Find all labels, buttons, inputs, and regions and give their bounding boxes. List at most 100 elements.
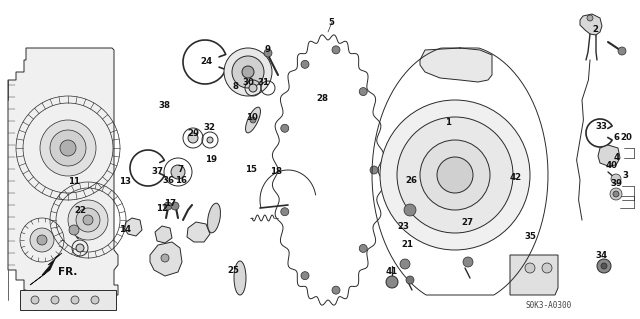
Text: 24: 24 <box>201 57 212 66</box>
Text: 11: 11 <box>68 177 80 186</box>
Circle shape <box>281 208 289 216</box>
Text: 30: 30 <box>243 78 254 87</box>
Circle shape <box>332 46 340 54</box>
Circle shape <box>171 165 185 179</box>
Text: 26: 26 <box>406 176 417 185</box>
Circle shape <box>60 140 76 156</box>
Text: 2: 2 <box>592 25 598 34</box>
Circle shape <box>31 296 39 304</box>
Circle shape <box>587 15 593 21</box>
Circle shape <box>250 117 256 123</box>
Text: 40: 40 <box>605 161 617 170</box>
Circle shape <box>525 263 535 273</box>
Circle shape <box>597 259 611 273</box>
Circle shape <box>37 235 47 245</box>
Text: 8: 8 <box>232 82 239 91</box>
Text: 23: 23 <box>397 222 409 231</box>
Circle shape <box>171 202 179 210</box>
Circle shape <box>71 296 79 304</box>
Circle shape <box>397 117 513 233</box>
Circle shape <box>386 276 398 288</box>
Circle shape <box>610 188 622 200</box>
Polygon shape <box>598 145 620 166</box>
Text: 16: 16 <box>175 176 187 185</box>
Polygon shape <box>20 290 116 310</box>
Text: 3: 3 <box>623 171 629 180</box>
Text: 10: 10 <box>246 113 257 122</box>
Text: 27: 27 <box>461 218 473 227</box>
Polygon shape <box>150 242 182 276</box>
Circle shape <box>437 157 473 193</box>
Circle shape <box>380 100 530 250</box>
Text: 22: 22 <box>74 206 86 215</box>
Circle shape <box>404 204 416 216</box>
Circle shape <box>30 228 54 252</box>
Circle shape <box>188 133 198 143</box>
Circle shape <box>301 272 309 280</box>
Circle shape <box>232 56 264 88</box>
Circle shape <box>400 259 410 269</box>
Circle shape <box>40 120 96 176</box>
Text: 41: 41 <box>386 267 397 276</box>
Ellipse shape <box>246 107 260 133</box>
Text: 37: 37 <box>152 167 163 176</box>
Text: 33: 33 <box>596 122 607 130</box>
Polygon shape <box>8 48 118 305</box>
Circle shape <box>359 244 367 252</box>
Text: S0K3-A0300: S0K3-A0300 <box>525 301 572 310</box>
Text: 14: 14 <box>120 225 131 234</box>
Text: 18: 18 <box>271 167 282 176</box>
Text: 38: 38 <box>159 101 170 110</box>
Circle shape <box>161 254 169 262</box>
Polygon shape <box>510 255 558 295</box>
Text: 6: 6 <box>613 133 620 142</box>
Circle shape <box>242 66 254 78</box>
Polygon shape <box>30 253 62 285</box>
Polygon shape <box>155 226 172 243</box>
Circle shape <box>68 200 108 240</box>
Circle shape <box>83 215 93 225</box>
Circle shape <box>91 296 99 304</box>
Polygon shape <box>124 218 142 236</box>
Text: 31: 31 <box>258 78 269 87</box>
Circle shape <box>51 296 59 304</box>
Ellipse shape <box>207 203 220 233</box>
Text: 21: 21 <box>402 241 413 249</box>
Text: 13: 13 <box>119 177 131 186</box>
Circle shape <box>69 225 79 235</box>
Text: 36: 36 <box>163 176 174 185</box>
Text: 5: 5 <box>328 19 335 27</box>
Circle shape <box>611 174 621 184</box>
Circle shape <box>618 47 626 55</box>
Text: 34: 34 <box>596 251 607 260</box>
Circle shape <box>332 286 340 294</box>
Text: 32: 32 <box>204 123 216 132</box>
Circle shape <box>542 263 552 273</box>
Text: 35: 35 <box>524 232 536 241</box>
Text: 25: 25 <box>228 266 239 275</box>
Polygon shape <box>187 222 210 242</box>
Circle shape <box>76 208 100 232</box>
Text: 15: 15 <box>245 165 257 174</box>
Circle shape <box>264 49 272 57</box>
Circle shape <box>406 276 414 284</box>
Text: 17: 17 <box>164 199 175 208</box>
Text: 7: 7 <box>177 165 184 174</box>
Text: 19: 19 <box>205 155 217 164</box>
Circle shape <box>207 137 213 143</box>
Text: 42: 42 <box>509 173 521 182</box>
Text: 29: 29 <box>188 129 199 138</box>
Text: 1: 1 <box>445 118 451 127</box>
Circle shape <box>463 257 473 267</box>
Circle shape <box>164 202 172 210</box>
Text: 4: 4 <box>613 153 620 162</box>
Circle shape <box>301 60 309 68</box>
Circle shape <box>281 124 289 132</box>
Circle shape <box>50 130 86 166</box>
Polygon shape <box>580 14 602 35</box>
Circle shape <box>613 191 619 197</box>
Circle shape <box>370 166 378 174</box>
Text: 28: 28 <box>317 94 328 103</box>
Circle shape <box>601 263 607 269</box>
Circle shape <box>359 88 367 96</box>
